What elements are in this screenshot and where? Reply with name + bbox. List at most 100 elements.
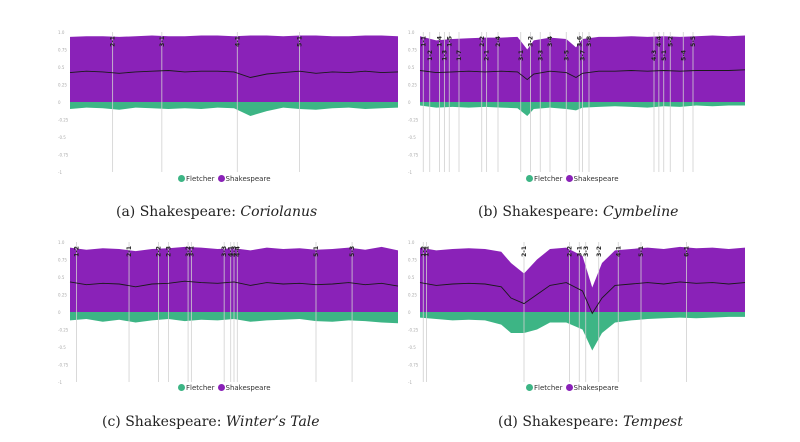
scene-label: 5-4 [680,50,687,61]
y-tick-label: -0.5 [58,135,66,140]
trace-line [69,70,399,78]
scene-label: 1-7 [456,50,463,61]
scene-label: 3-1 [576,246,583,257]
scene-label: 2-2 [156,246,163,257]
legend-shakespeare-label: Shakespeare [225,384,271,392]
scene-label: 1-2 [74,246,81,257]
legend-c: Fletcher Shakespeare [178,384,274,392]
y-tick-label: 0.25 [408,83,417,88]
chart-panel-d: 1.0 0.75 0.5 0.25 0 -0.25 -0.5 -0.75 -1 1-21-1 2-1… [408,240,746,385]
y-tick-label: -1 [58,380,62,385]
scene-label: 1-5 [446,36,453,47]
scene-label: 2-1 [126,246,133,257]
scene-label: 5-5 [690,36,697,47]
y-tick-label: -0.75 [58,153,69,158]
y-tick-label: 0.5 [58,65,65,70]
scene-label: 4-4 [234,246,241,257]
y-tick-label: 0 [58,310,61,315]
y-tick-label: 0.75 [408,48,417,53]
scene-label: 3-1 [159,36,166,47]
y-tick-label: 1.0 [408,30,415,35]
legend-shakespeare-label: Shakespeare [573,175,619,183]
scene-label: 1-1 [424,246,431,257]
chart-panel-c: 1.0 0.75 0.5 0.25 0 -0.25 -0.5 -0.75 -1 1-2 2-1 2-2… [58,240,399,385]
shakespeare-swatch [565,175,573,182]
shakespeare-swatch [217,384,225,391]
scene-label: 5-1 [661,50,668,61]
caption-c-prefix: (c) Shakespeare: [102,414,226,430]
scene-label: 3-4 [547,36,554,47]
scene-label: 1-3 [441,50,448,61]
trace-line [419,69,746,81]
chart-panel-b: 1.0 0.75 0.5 0.25 0 -0.25 -0.5 -0.75 -1 1-11-21-4… [408,30,746,175]
scene-label: 2-2 [567,246,574,257]
legend-shakespeare-label: Shakespeare [225,175,271,183]
y-tick-label: -0.75 [408,363,419,368]
shakespeare-area [420,246,745,312]
scene-label: 4-3 [651,50,658,61]
legend-d: Fletcher Shakespeare [526,384,622,392]
y-tick-label: -0.5 [58,345,66,350]
y-tick-label: -0.5 [408,345,416,350]
scene-label: 2-3 [165,246,172,257]
scene-label: 4-4 [656,36,663,47]
scene-label: 2-1 [110,36,117,47]
scene-label: 3-1 [518,50,525,61]
y-tick-label: 1.0 [58,30,65,35]
fletcher-area [420,312,745,351]
scene-label: 5-2 [667,36,674,47]
y-tick-label: 0.5 [408,65,415,70]
legend-a: Fletcher Shakespeare [178,175,274,183]
y-tick-label: 0 [58,100,61,105]
y-tick-label: -1 [408,170,412,175]
scene-label: 4-1 [615,246,622,257]
y-tick-label: -0.75 [408,153,419,158]
scene-label: 3-7 [580,50,587,61]
scene-label: 2-4 [495,36,502,47]
y-tick-label: 0.75 [58,258,67,263]
caption-a-title: Coriolanus [240,204,318,220]
scene-label: 3-3 [583,246,590,257]
scene-label: 2-2 [479,36,486,47]
scene-label: 1-1 [420,36,427,47]
fletcher-swatch [178,384,185,391]
scene-label: 4-1 [228,246,235,257]
y-tick-label: -0.25 [408,328,419,333]
shakespeare-swatch [565,384,573,391]
scene-label: 3-1 [188,246,195,257]
caption-b-title: Cymbeline [602,204,679,220]
shakespeare-area [70,35,398,102]
scene-label: 3-6 [576,36,583,47]
scene-label: 1-4 [437,36,444,47]
scene-label: 5-1 [313,246,320,257]
chart-panel-a: 1.0 0.75 0.5 0.25 0 -0.25 -0.5 -0.75 -1 2-1 3-1 4-1… [58,30,399,175]
y-tick-label: -1 [408,380,412,385]
caption-b-prefix: (b) Shakespeare: [478,204,603,220]
legend-fletcher-label: Fletcher [186,384,215,392]
caption-a: (a) Shakespeare: Coriolanus [116,204,317,220]
y-tick-label: 0 [408,100,411,105]
legend-fletcher-label: Fletcher [534,175,563,183]
caption-b: (b) Shakespeare: Cymbeline [478,204,678,220]
fletcher-swatch [526,384,533,391]
scene-label: 3-5 [563,50,570,61]
y-tick-label: 0.75 [58,48,67,53]
scene-label: 2-1 [521,246,528,257]
caption-d-prefix: (d) Shakespeare: [498,414,623,430]
caption-a-prefix: (a) Shakespeare: [116,204,241,220]
scene-label: 3-3 [221,246,228,257]
scene-label: 3-2 [528,36,535,47]
legend-fletcher-label: Fletcher [534,384,563,392]
scene-label: 3-8 [586,36,593,47]
scene-label: 3-3 [537,50,544,61]
scene-label: 6-1 [684,246,691,257]
y-tick-label: 0.5 [58,275,65,280]
fletcher-swatch [178,175,185,182]
y-tick-label: 0.75 [408,258,417,263]
scene-label: 3-2 [596,246,603,257]
scene-label: 4-1 [234,36,241,47]
y-tick-label: -0.5 [408,135,416,140]
y-tick-label: -0.75 [58,363,69,368]
y-tick-label: -0.25 [58,118,69,123]
